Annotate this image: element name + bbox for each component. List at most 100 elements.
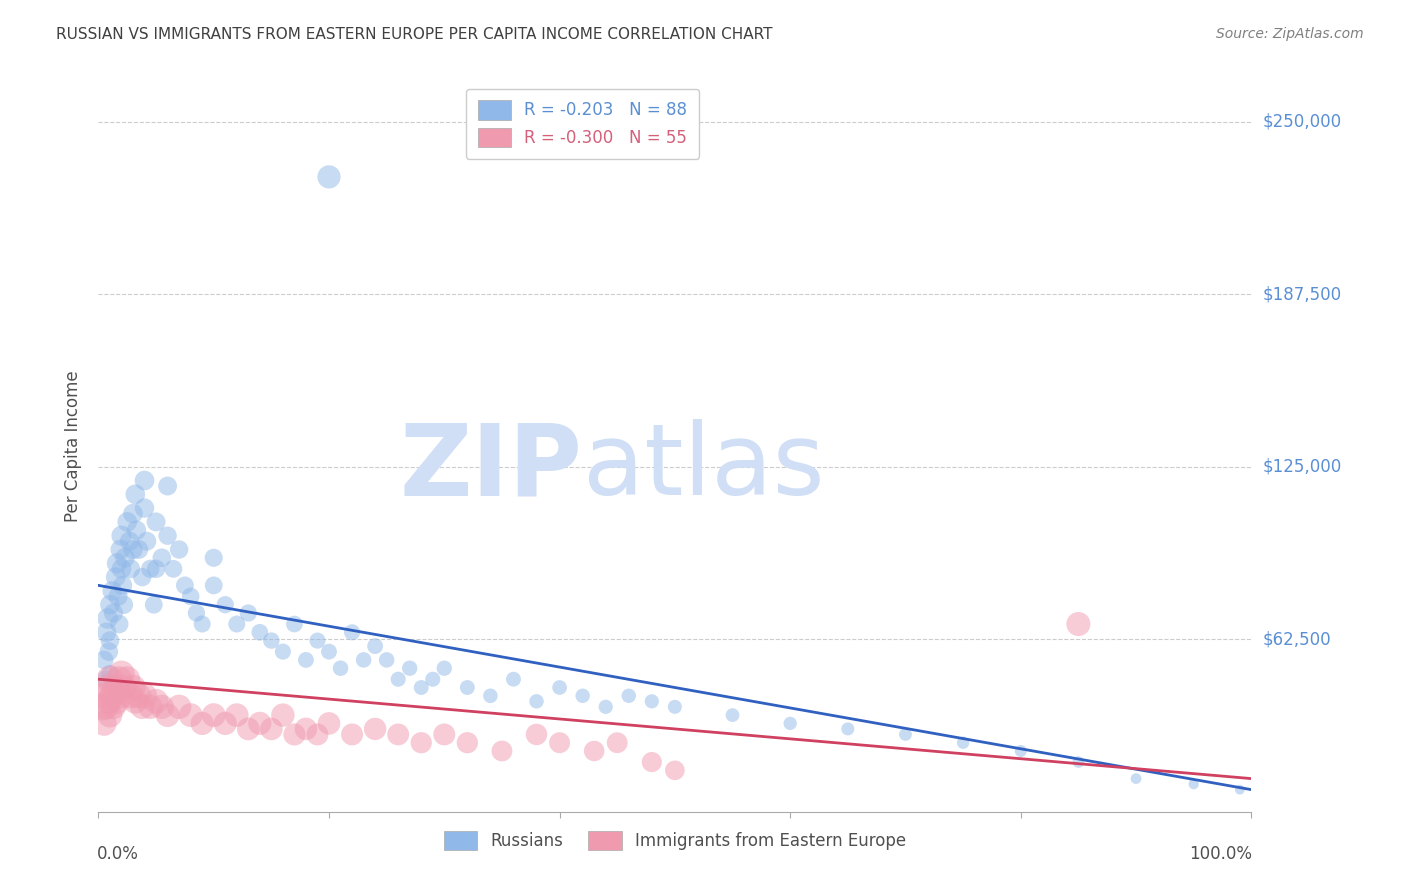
Point <box>456 736 478 750</box>
Point <box>131 699 153 714</box>
Point <box>91 699 114 714</box>
Point <box>1067 755 1090 769</box>
Point <box>134 501 156 516</box>
Point <box>145 694 167 708</box>
Text: $125,000: $125,000 <box>1263 458 1341 475</box>
Point <box>283 617 305 632</box>
Point <box>340 625 363 640</box>
Point <box>104 570 127 584</box>
Text: RUSSIAN VS IMMIGRANTS FROM EASTERN EUROPE PER CAPITA INCOME CORRELATION CHART: RUSSIAN VS IMMIGRANTS FROM EASTERN EUROP… <box>56 27 773 42</box>
Point <box>98 708 121 723</box>
Point <box>111 578 134 592</box>
Point <box>112 681 135 695</box>
Point <box>97 645 120 659</box>
Point <box>283 727 305 741</box>
Point <box>225 617 247 632</box>
Point <box>180 708 202 723</box>
Point <box>479 689 502 703</box>
Point <box>131 570 153 584</box>
Point <box>134 474 156 488</box>
Point <box>110 529 132 543</box>
Point <box>96 625 118 640</box>
Point <box>180 590 202 604</box>
Point <box>105 694 128 708</box>
Point <box>174 578 197 592</box>
Point <box>664 699 686 714</box>
Point <box>120 689 142 703</box>
Point <box>142 598 165 612</box>
Point <box>894 727 917 741</box>
Point <box>101 689 124 703</box>
Point <box>202 578 225 592</box>
Point <box>167 699 190 714</box>
Point <box>150 550 173 565</box>
Point <box>122 681 145 695</box>
Text: ZIP: ZIP <box>399 419 582 516</box>
Point <box>307 727 329 741</box>
Point <box>583 744 606 758</box>
Point <box>105 557 128 571</box>
Point <box>364 639 387 653</box>
Point <box>167 542 190 557</box>
Point <box>139 699 162 714</box>
Point <box>641 755 664 769</box>
Point <box>1125 772 1147 786</box>
Point <box>107 590 129 604</box>
Point <box>249 625 271 640</box>
Point <box>411 736 433 750</box>
Point <box>595 699 617 714</box>
Point <box>721 708 744 723</box>
Point <box>124 487 146 501</box>
Point <box>260 633 283 648</box>
Point <box>617 689 640 703</box>
Point <box>271 645 294 659</box>
Point <box>837 722 859 736</box>
Point <box>456 681 478 695</box>
Point <box>145 562 167 576</box>
Text: $62,500: $62,500 <box>1263 631 1331 648</box>
Point <box>526 694 548 708</box>
Point <box>125 523 148 537</box>
Point <box>101 583 124 598</box>
Point <box>135 534 157 549</box>
Point <box>118 534 141 549</box>
Point <box>93 653 115 667</box>
Point <box>318 169 340 184</box>
Point <box>398 661 420 675</box>
Point <box>104 681 127 695</box>
Point <box>214 716 236 731</box>
Point <box>353 653 375 667</box>
Point <box>103 699 125 714</box>
Point <box>186 606 208 620</box>
Point <box>571 689 593 703</box>
Point <box>117 672 138 686</box>
Y-axis label: Per Capita Income: Per Capita Income <box>65 370 83 522</box>
Point <box>156 479 179 493</box>
Point <box>156 529 179 543</box>
Point <box>134 689 156 703</box>
Point <box>98 666 121 681</box>
Point <box>1010 744 1032 758</box>
Text: $187,500: $187,500 <box>1263 285 1341 303</box>
Point <box>110 542 132 557</box>
Point <box>98 633 121 648</box>
Point <box>110 689 132 703</box>
Point <box>606 736 628 750</box>
Text: $250,000: $250,000 <box>1263 112 1341 131</box>
Point <box>97 611 120 625</box>
Text: 100.0%: 100.0% <box>1189 845 1253 863</box>
Point <box>162 562 184 576</box>
Point <box>93 716 115 731</box>
Point <box>249 716 271 731</box>
Text: Source: ZipAtlas.com: Source: ZipAtlas.com <box>1216 27 1364 41</box>
Point <box>433 661 456 675</box>
Point <box>318 716 340 731</box>
Point <box>128 542 150 557</box>
Point <box>94 689 117 703</box>
Point <box>117 515 138 529</box>
Point <box>191 617 214 632</box>
Point <box>98 672 121 686</box>
Point <box>779 716 801 731</box>
Point <box>318 645 340 659</box>
Point <box>114 550 136 565</box>
